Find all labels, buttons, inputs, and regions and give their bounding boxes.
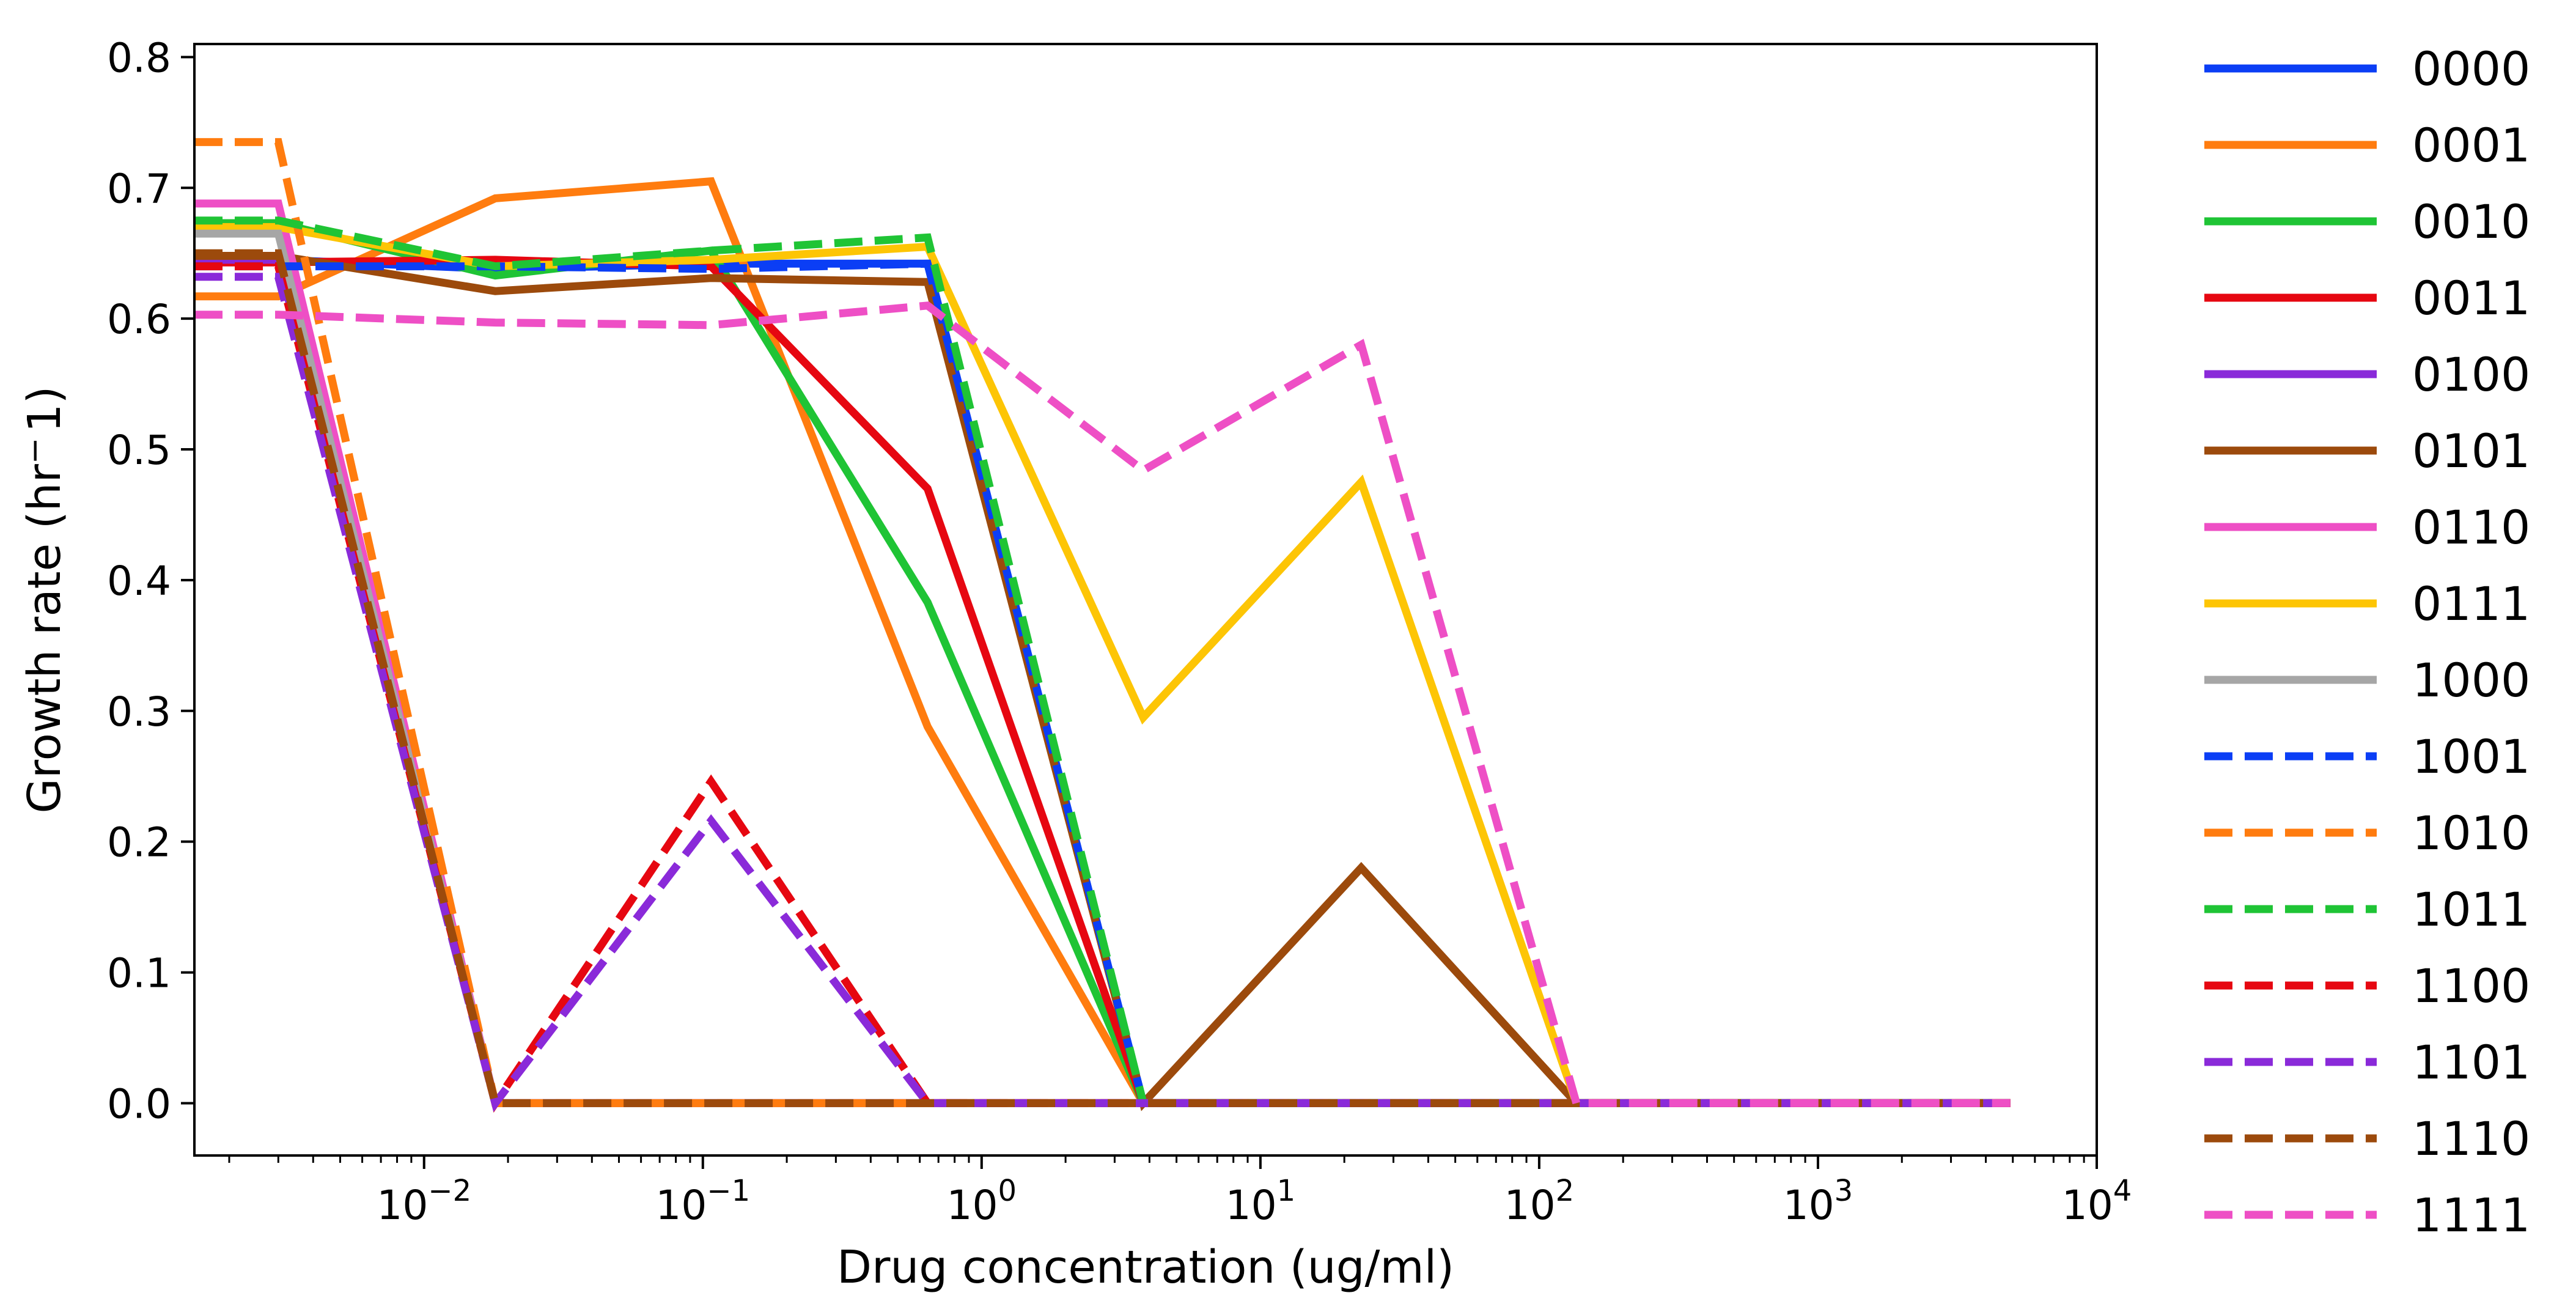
legend-label: 1101 bbox=[2412, 1035, 2530, 1089]
series-line-0001 bbox=[194, 177, 2011, 1107]
legend-label: 1001 bbox=[2412, 729, 2530, 784]
legend-item-1001: 1001 bbox=[2204, 729, 2530, 784]
legend-label: 0001 bbox=[2412, 118, 2530, 172]
legend-label: 0011 bbox=[2412, 271, 2530, 325]
legend-label: 1110 bbox=[2412, 1111, 2530, 1166]
y-tick-label: 0.8 bbox=[107, 34, 171, 81]
legend-label: 1111 bbox=[2412, 1188, 2530, 1242]
legend-item-0111: 0111 bbox=[2204, 577, 2530, 631]
series-line-1010 bbox=[194, 138, 2011, 1107]
y-tick-label: 0.7 bbox=[107, 165, 171, 212]
legend-label: 1010 bbox=[2412, 806, 2530, 860]
x-tick-label: 103 bbox=[1783, 1174, 1853, 1229]
x-tick-label: 100 bbox=[947, 1174, 1017, 1229]
legend-item-1110: 1110 bbox=[2204, 1111, 2530, 1166]
legend-label: 0111 bbox=[2412, 577, 2530, 631]
legend-item-0101: 0101 bbox=[2204, 424, 2530, 478]
legend-label: 0110 bbox=[2412, 500, 2530, 555]
x-axis: 10−2 10−1 100 101 102 103 104 bbox=[228, 1155, 2132, 1229]
legend-item-1010: 1010 bbox=[2204, 806, 2530, 860]
y-axis-title: Growth rate (hr− 1) bbox=[17, 386, 71, 814]
y-tick-label: 0.3 bbox=[107, 688, 171, 735]
x-tick-label: 102 bbox=[1504, 1174, 1575, 1229]
x-tick-label: 10−2 bbox=[377, 1174, 471, 1229]
legend-label: 0010 bbox=[2412, 194, 2530, 249]
legend-item-0010: 0010 bbox=[2204, 194, 2530, 249]
legend-item-0000: 0000 bbox=[2204, 42, 2530, 96]
series-line-1011 bbox=[194, 216, 2011, 1107]
legend-label: 0000 bbox=[2412, 42, 2530, 96]
legend-label: 1100 bbox=[2412, 959, 2530, 1013]
series-line-1111 bbox=[194, 301, 2011, 1107]
legend-label: 0100 bbox=[2412, 347, 2530, 402]
legend-item-0110: 0110 bbox=[2204, 500, 2530, 555]
legend-label: 1000 bbox=[2412, 653, 2530, 707]
y-tick-label: 0.0 bbox=[107, 1080, 171, 1127]
legend-item-0100: 0100 bbox=[2204, 347, 2530, 402]
y-tick-label: 0.5 bbox=[107, 427, 171, 474]
x-tick-label: 104 bbox=[2062, 1174, 2132, 1229]
legend-item-1111: 1111 bbox=[2204, 1188, 2530, 1242]
y-axis-title-superscript: − bbox=[17, 437, 53, 464]
y-tick-label: 0.6 bbox=[107, 296, 171, 343]
y-tick-label: 0.1 bbox=[107, 950, 171, 997]
x-tick-label: 101 bbox=[1226, 1174, 1296, 1229]
legend-item-0001: 0001 bbox=[2204, 118, 2530, 172]
x-tick-label: 10−1 bbox=[655, 1174, 750, 1229]
y-axis: 0.0 0.1 0.2 0.3 0.4 0.5 0.6 0.7 0.8 bbox=[107, 34, 194, 1127]
y-tick-label: 0.4 bbox=[107, 558, 171, 605]
legend-item-1011: 1011 bbox=[2204, 882, 2530, 937]
legend-label: 1011 bbox=[2412, 882, 2530, 937]
y-axis-title-main: Growth rate (hr bbox=[18, 463, 71, 813]
legend-item-0011: 0011 bbox=[2204, 271, 2530, 325]
legend-label: 0101 bbox=[2412, 424, 2530, 478]
y-tick-label: 0.2 bbox=[107, 819, 171, 866]
plot-lines bbox=[194, 138, 2011, 1113]
legend-item-1000: 1000 bbox=[2204, 653, 2530, 707]
legend: 0000 0001 0010 0011 0100 0101 0110 0111 1000 1001… bbox=[2204, 42, 2530, 1242]
legend-item-1100: 1100 bbox=[2204, 959, 2530, 1013]
legend-item-1101: 1101 bbox=[2204, 1035, 2530, 1089]
plot-frame bbox=[193, 43, 2098, 1157]
x-axis-title: Drug concentration (ug/ml) bbox=[837, 1241, 1454, 1294]
y-axis-title-tail: 1) bbox=[18, 386, 71, 433]
